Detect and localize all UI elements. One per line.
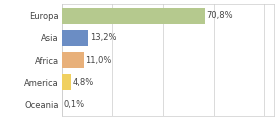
- Bar: [62, 52, 84, 68]
- Text: 13,2%: 13,2%: [90, 33, 116, 42]
- Bar: [62, 74, 71, 90]
- Bar: [62, 30, 88, 46]
- Text: 4,8%: 4,8%: [73, 78, 94, 87]
- Text: 0,1%: 0,1%: [64, 100, 85, 109]
- Text: 70,8%: 70,8%: [207, 11, 233, 20]
- Bar: [62, 8, 205, 24]
- Text: 11,0%: 11,0%: [85, 55, 112, 65]
